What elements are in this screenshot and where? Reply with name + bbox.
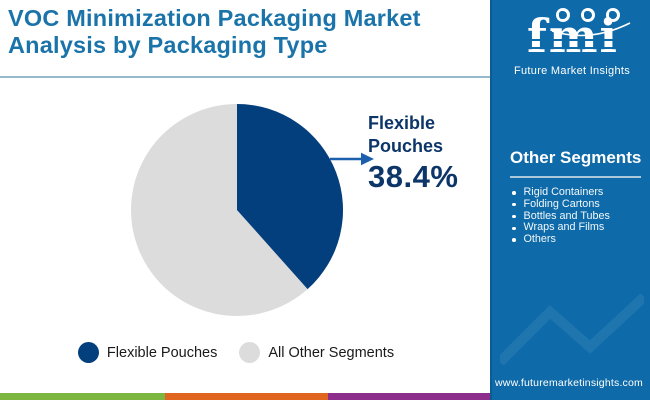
bullet-icon <box>512 191 516 195</box>
page-title: VOC Minimization Packaging Market Analys… <box>8 5 421 59</box>
chart-legend: Flexible Pouches All Other Segments <box>0 342 481 363</box>
pie-annotation: Flexible Pouches 38.4% <box>368 112 478 195</box>
logo-icons <box>556 8 620 22</box>
segment-label: Folding Cartons <box>523 197 600 210</box>
header-divider <box>0 76 490 78</box>
annotation-label: Flexible Pouches <box>368 113 444 157</box>
bullet-icon <box>512 226 516 231</box>
list-item: Folding Cartons <box>512 197 646 211</box>
logo-tagline: Future Market Insights <box>513 65 631 77</box>
bullet-icon <box>512 202 516 207</box>
legend-swatch-navy-icon <box>77 342 99 363</box>
callout-arrow <box>330 152 374 166</box>
logo-stripes <box>518 33 628 59</box>
pie-slice-flexible-pouches <box>237 104 344 290</box>
pie-chart <box>131 104 374 316</box>
list-item: Bottles and Tubes <box>512 209 646 223</box>
legend-label: Flexible Pouches <box>106 344 218 361</box>
sidebar: fmi Future Market Insights Other Segment… <box>490 0 650 400</box>
person-icon <box>581 8 595 22</box>
orange-stripe <box>165 393 328 400</box>
list-item: Rigid Containers <box>512 186 646 199</box>
segment-label: Wraps and Films <box>523 221 605 234</box>
other-segments-list: Rigid Containers Folding Cartons Bottles a… <box>512 186 646 246</box>
bullet-icon <box>512 214 516 219</box>
other-segments-heading: Other Segments <box>510 148 642 167</box>
segment-label: Rigid Containers <box>523 186 604 198</box>
purple-stripe <box>328 393 490 400</box>
legend-item-all-other-segments: All Other Segments <box>239 342 394 363</box>
sidebar-divider <box>510 176 641 178</box>
legend-item-flexible-pouches: Flexible Pouches <box>77 342 218 363</box>
globe-icon <box>606 8 620 22</box>
segment-label: Others <box>523 233 556 246</box>
bullet-icon <box>512 238 516 242</box>
annotation-value: 38.4% <box>368 159 459 195</box>
map-icon <box>556 8 570 22</box>
legend-swatch-gray-icon <box>239 342 261 363</box>
legend-label: All Other Segments <box>268 344 395 361</box>
website-url: www.futuremarketinsights.com <box>495 377 643 389</box>
fmi-logo: fmi Future Market Insights <box>492 5 650 77</box>
footer-stripes <box>0 393 490 400</box>
watermark-pattern <box>500 293 644 366</box>
segment-label: Bottles and Tubes <box>523 209 610 222</box>
list-item: Wraps and Films <box>512 222 646 234</box>
green-stripe <box>0 393 165 400</box>
list-item: Others <box>512 233 646 246</box>
